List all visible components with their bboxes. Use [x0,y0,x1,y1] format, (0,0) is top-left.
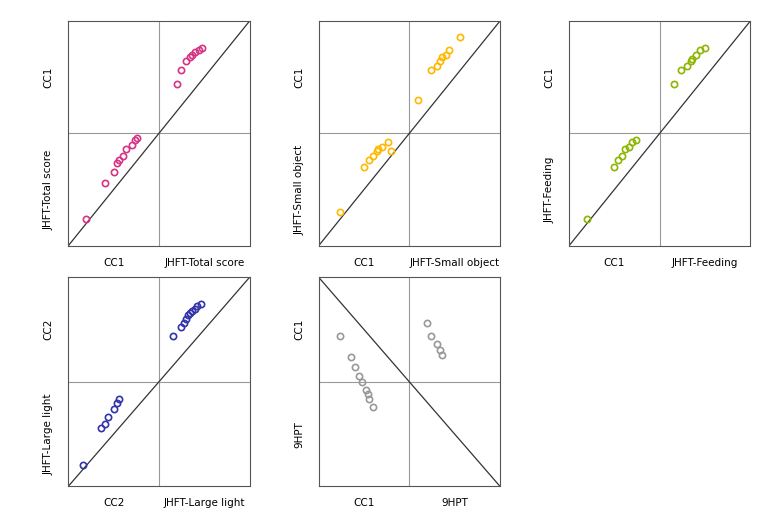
Text: JHFT-Feeding: JHFT-Feeding [672,258,738,268]
Text: JHFT-Small object: JHFT-Small object [294,144,304,235]
Text: CC1: CC1 [353,258,374,268]
Text: JHFT-Feeding: JHFT-Feeding [544,156,554,223]
Text: CC1: CC1 [103,258,124,268]
Text: CC1: CC1 [294,319,304,340]
Text: JHFT-Total score: JHFT-Total score [44,150,54,230]
Text: CC1: CC1 [294,66,304,88]
Text: 9HPT: 9HPT [441,498,468,508]
Text: JHFT-Total score: JHFT-Total score [164,258,244,268]
Text: CC1: CC1 [544,66,554,88]
Text: 9HPT: 9HPT [294,420,304,448]
Text: CC1: CC1 [353,498,374,508]
Text: JHFT-Large light: JHFT-Large light [44,393,54,475]
Text: JHFT-Small object: JHFT-Small object [409,258,500,268]
Text: CC2: CC2 [44,319,54,340]
Text: CC2: CC2 [103,498,124,508]
Text: CC1: CC1 [44,66,54,88]
Text: CC1: CC1 [603,258,625,268]
Text: JHFT-Large light: JHFT-Large light [164,498,245,508]
